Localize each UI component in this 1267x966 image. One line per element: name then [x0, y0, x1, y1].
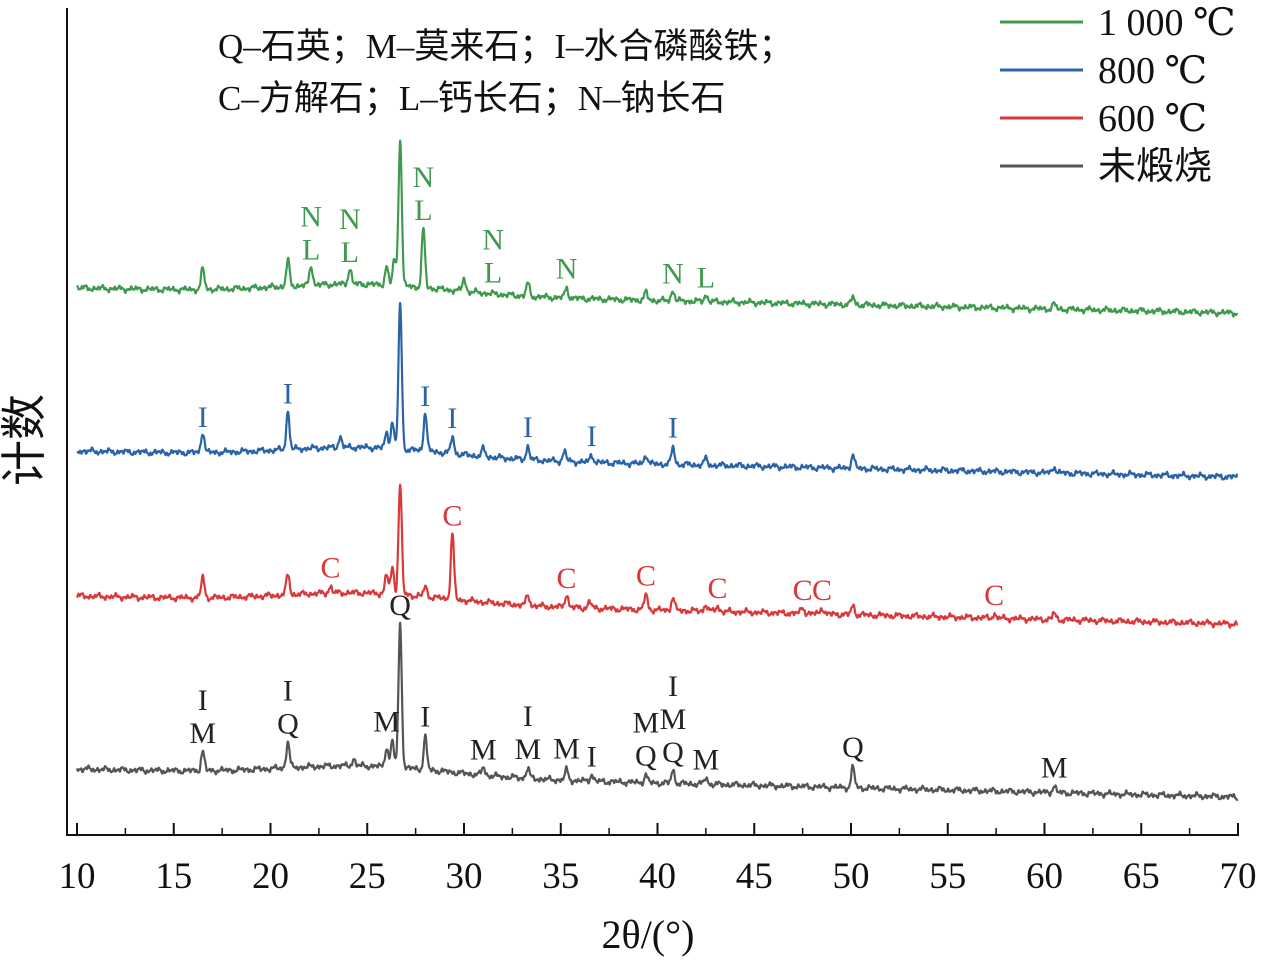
legend-label: 800 ℃ [1098, 50, 1207, 92]
peak-label: M [1041, 752, 1068, 785]
peak-label: L [697, 262, 715, 295]
peak-label: C [793, 574, 813, 607]
peak-label: N [482, 223, 504, 256]
peak-label: I [420, 380, 430, 413]
peak-label: I [283, 378, 293, 411]
peak-label: M [470, 733, 497, 766]
peak-label: I [523, 411, 533, 444]
peak-label: L [302, 233, 320, 266]
peak-label: I [668, 412, 678, 445]
peak-label: C [812, 574, 832, 607]
x-tick-label: 65 [1123, 856, 1160, 897]
series-line [76, 302, 1239, 481]
peak-label: Q [635, 739, 657, 772]
x-tick-label: 55 [929, 856, 966, 897]
peak-label: I [198, 401, 208, 434]
legend-label: 未煅烧 [1098, 146, 1212, 188]
x-tick-label: 70 [1220, 856, 1257, 897]
peak-label: C [557, 562, 577, 595]
phase-key-line-1: Q–石英；M–莫来石；I–水合磷酸铁； [218, 27, 794, 66]
peak-label: Q [662, 736, 684, 769]
peak-label: Q [389, 589, 411, 622]
series-line [75, 621, 1239, 802]
peak-label: M [373, 706, 400, 739]
x-tick-label: 30 [446, 856, 483, 897]
peak-label: M [693, 743, 720, 776]
x-tick-label: 45 [736, 856, 773, 897]
peak-label: M [633, 706, 660, 739]
peak-label: C [984, 579, 1004, 612]
series-line [76, 139, 1239, 318]
x-tick-label: 40 [639, 856, 676, 897]
peak-label: L [484, 256, 502, 289]
peak-label: I [283, 675, 293, 708]
peak-label: M [189, 717, 216, 750]
peak-label: C [707, 572, 727, 605]
x-tick-label: 25 [349, 856, 386, 897]
peak-label: I [587, 420, 597, 453]
peak-label: I [587, 741, 597, 774]
y-axis-label: 计数 [0, 394, 50, 486]
x-axis-label: 2θ/(°) [602, 912, 695, 957]
peak-label: N [556, 253, 578, 286]
peak-label: C [442, 500, 462, 533]
x-tick-label: 10 [59, 856, 96, 897]
peak-label: N [413, 161, 435, 194]
peak-label: M [515, 733, 542, 766]
peak-label: I [198, 684, 208, 717]
peak-label: Q [842, 731, 864, 764]
peak-label: N [339, 203, 361, 236]
curves [75, 139, 1239, 802]
peak-label: M [660, 703, 687, 736]
peak-label: I [668, 670, 678, 703]
phase-key-line-2: C–方解石；L–钙长石；N–钠长石 [218, 79, 726, 118]
series-line [76, 483, 1239, 629]
peak-label: N [662, 258, 684, 291]
x-tick-label: 50 [833, 856, 870, 897]
axes: 10 15 20 25 30 35 40 45 50 55 60 65 70 [59, 8, 1257, 897]
x-tick-label: 60 [1026, 856, 1063, 897]
x-tick-label: 20 [252, 856, 289, 897]
peak-label: L [414, 194, 432, 227]
peak-label: C [320, 551, 340, 584]
x-tick-label: 35 [542, 856, 579, 897]
peak-label: M [553, 732, 580, 765]
legend-label: 600 ℃ [1098, 98, 1207, 140]
peak-label: C [636, 559, 656, 592]
x-tick-label: 15 [155, 856, 192, 897]
peak-label: I [447, 402, 457, 435]
peak-label: L [341, 236, 359, 269]
legend: 1 000 ℃ 800 ℃ 600 ℃ 未煅烧 [1000, 2, 1236, 188]
peak-label: I [420, 700, 430, 733]
peak-label: Q [277, 708, 299, 741]
peak-label: N [300, 200, 322, 233]
legend-label: 1 000 ℃ [1098, 2, 1236, 44]
peak-label: I [523, 700, 533, 733]
